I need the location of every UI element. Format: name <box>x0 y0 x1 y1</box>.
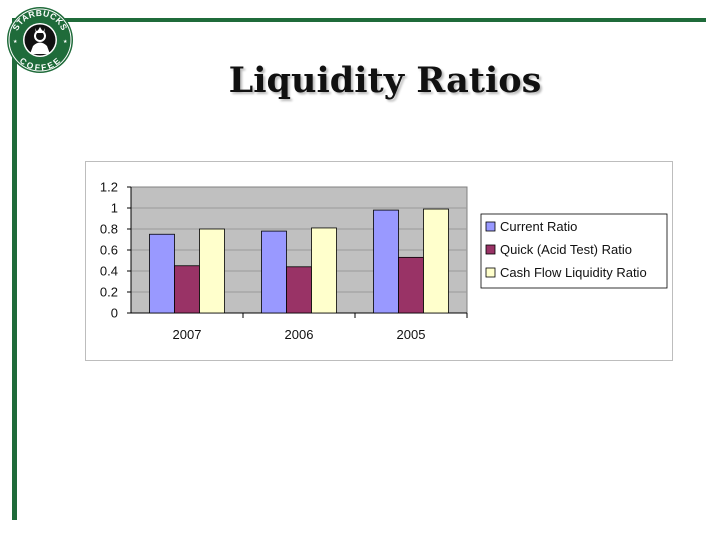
bar-quick-acid-test-ratio-2007 <box>174 265 200 314</box>
bar-cash-flow-liquidity-ratio-2005 <box>423 208 449 314</box>
legend-swatch <box>485 244 496 255</box>
logo-star-right-icon: ★ <box>63 39 68 45</box>
x-tick-label: 2007 <box>173 327 202 342</box>
siren-logo-icon: STARBUCKS COFFEE ★ ★ <box>7 7 73 73</box>
liquidity-ratio-chart: 0 0.2 0.4 0.6 0.8 1 1.2 2007 2006 2005 Current Rat… <box>100 180 668 342</box>
legend-label: Quick (Acid Test) Ratio <box>500 242 632 257</box>
bar-cash-flow-liquidity-ratio-2007 <box>199 228 225 314</box>
y-tick-label: 0.6 <box>100 243 118 258</box>
logo-bottom-text: COFFEE <box>18 55 63 72</box>
legend-swatch <box>485 221 496 232</box>
logo-inner-ring <box>8 8 72 72</box>
y-tick-label: 0.8 <box>100 222 118 237</box>
bar-cash-flow-liquidity-ratio-2006 <box>311 227 337 314</box>
chart-container: 0 0.2 0.4 0.6 0.8 1 1.2 2007 2006 2005 Current Rat… <box>85 161 673 361</box>
bar-current-ratio-2006 <box>261 230 287 314</box>
legend-label: Cash Flow Liquidity Ratio <box>500 265 647 280</box>
page-title: Liquidity Ratios <box>228 60 542 101</box>
x-tick-label: 2005 <box>397 327 426 342</box>
legend-box <box>480 213 668 289</box>
bar-quick-acid-test-ratio-2005 <box>398 256 424 314</box>
legend-label: Current Ratio <box>500 219 577 234</box>
y-tick-label: 0.2 <box>100 285 118 300</box>
y-tick-label: 0.4 <box>100 264 118 279</box>
bar-current-ratio-2007 <box>149 233 175 314</box>
bar-current-ratio-2005 <box>373 209 399 314</box>
top-accent-rule <box>14 18 706 22</box>
x-tick-label: 2006 <box>285 327 314 342</box>
logo-siren-body <box>30 42 50 54</box>
bar-quick-acid-test-ratio-2006 <box>286 266 312 314</box>
logo-star-left-icon: ★ <box>13 39 18 45</box>
y-tick-label: 1.2 <box>100 180 118 195</box>
left-accent-rule <box>12 18 17 520</box>
y-tick-label: 0 <box>111 306 118 321</box>
y-tick-label: 1 <box>111 201 118 216</box>
legend-swatch <box>485 267 496 278</box>
